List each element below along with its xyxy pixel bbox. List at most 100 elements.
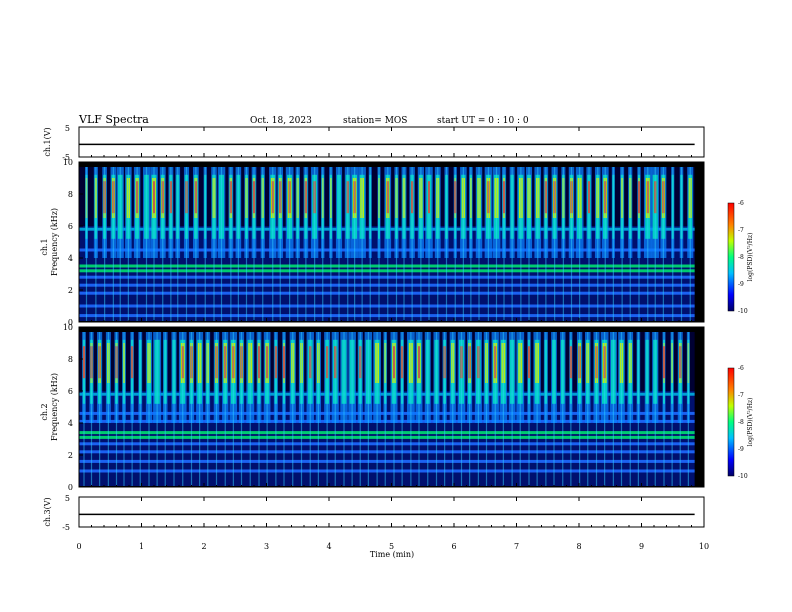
ch3-ytick-bottom: -5 [62,523,70,532]
ch1-yticks: 0 2 4 6 8 10 [63,158,83,327]
sferic-burst [89,332,94,486]
ch3-voltage-panel: 5 -5 ch.3(V) [43,494,705,532]
sferic-burst [340,332,348,486]
sferic-burst [442,332,447,486]
ch3-voltage-frame [78,496,705,528]
sferic-burst [516,332,525,486]
xtick-label: 7 [514,542,519,551]
ch2-colorbar-ticks: -6 -7 -8 -9 -10 [738,365,748,480]
hum-line [79,469,695,473]
sferic-burst [424,332,431,486]
colorbar-tick-label: -9 [738,281,744,288]
xtick-label: 9 [639,542,644,551]
sferic-burst [277,167,284,321]
sferic-burst [196,332,204,486]
hum-line [79,431,695,435]
ch1-colorbar-label: log(PSD)(V²/Hz) [747,233,754,282]
ch2-spectrogram-panel: 0 2 4 6 8 10 ch.2 Frequency (kHz) -6 -7 -8 -9 -10… [40,323,754,492]
sferic-burst [600,332,609,486]
sferic-burst [235,167,242,321]
sferic-burst [501,167,507,321]
hum-line [79,459,695,463]
sferic-burst [568,167,575,321]
ch2-spectrogram-ylabel: ch.2 [40,403,49,420]
sferic-burst [162,332,168,486]
ch1-spectrogram-ylabel: ch.1 [40,238,49,255]
ch1-frequency-ylabel: Frequency (kHz) [50,208,59,276]
sferic-burst [171,332,177,486]
sferic-burst [636,332,641,486]
sferic-burst [652,332,659,486]
sferic-burst [400,332,404,486]
sferic-burst [168,167,174,321]
sferic-burst [576,332,583,486]
sferic-burst [390,332,398,486]
sferic-burst [357,332,363,486]
ch1-colorbar-ticks: -6 -7 -8 -9 -10 [738,200,748,315]
sferic-burst [551,332,557,486]
sferic-burst [213,332,220,486]
sferic-burst [457,332,466,486]
colorbar-tick-label: -10 [738,308,748,315]
hum-line [79,314,695,318]
sferic-burst [453,167,457,321]
ytick-label: 8 [68,190,73,199]
sferic-burst [145,332,153,486]
ch1-voltage-panel: 5 -5 ch.1(V) [43,124,705,162]
sferic-burst [315,332,321,486]
sferic-burst [409,167,415,321]
sferic-burst [256,332,262,486]
ytick-label: 8 [68,355,73,364]
sferic-burst [321,167,325,321]
ytick-label: 0 [68,318,73,327]
sferic-burst [344,167,351,321]
sferic-burst [310,167,319,321]
sferic-burst [306,332,314,486]
sferic-burst [178,332,187,486]
sferic-burst [643,167,652,321]
sferic-burst [569,332,573,486]
sferic-burst [82,332,86,486]
sferic-burst [150,167,158,321]
hum-line [79,304,695,308]
xtick-label: 10 [699,542,709,551]
sferic-burst [543,167,549,321]
ch1-spectrogram-marks [79,167,695,321]
sferic-burst [417,167,424,321]
ytick-label: 0 [68,483,73,492]
sferic-burst [244,167,249,321]
time-axis: 0 1 2 3 4 5 6 7 8 9 10 [76,127,709,551]
ch1-colorbar [727,202,735,312]
xtick-label: 6 [451,542,456,551]
sferic-burst [348,332,356,486]
ch2-spectrogram-marks [79,332,695,486]
ytick-label: 6 [68,222,73,231]
sferic-burst [93,167,98,321]
sferic-burst [467,332,473,486]
sferic-burst [469,167,473,321]
xtick-label: 0 [76,542,81,551]
sferic-burst [561,167,566,321]
colorbar-tick-label: -6 [738,200,744,207]
sferic-burst [298,332,305,486]
sferic-burst [415,332,423,486]
sferic-burst [114,332,119,486]
ch1-spectrogram-panel: 0 2 4 6 8 10 ch.1 Frequency (kHz) -6 -7 -8 -9 -10… [40,158,754,327]
date-label: Oct. 18, 2023 [250,116,312,126]
sferic-burst [686,332,690,486]
sferic-burst [679,167,684,321]
xtick-label: 1 [139,542,144,551]
ch1-voltage-frame [78,126,705,158]
xtick-label: 2 [201,542,206,551]
time-axis-label: Time (min) [370,550,414,559]
ch1-ytick-top: 5 [65,124,70,133]
sferic-burst [499,332,508,486]
start-time-label: start UT = 0 : 10 : 0 [437,116,529,126]
ytick-label: 4 [68,254,73,263]
sferic-burst [383,332,388,486]
sferic-burst [175,167,181,321]
hum-line [79,435,695,439]
sferic-burst [211,167,217,321]
sferic-burst [384,167,392,321]
